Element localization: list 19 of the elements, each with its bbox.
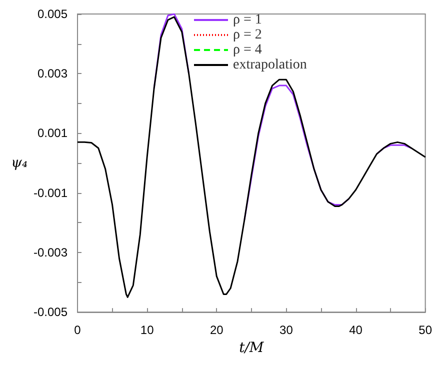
- legend-label: ρ = 4: [233, 42, 262, 58]
- y-tick-label: 0.003: [37, 66, 68, 81]
- line-series: [76, 16, 426, 298]
- x-tick-label: 0: [74, 323, 82, 338]
- x-tick-label: 30: [280, 323, 294, 338]
- x-tick-label: 50: [418, 323, 432, 338]
- legend-label: extrapolation: [233, 58, 307, 72]
- legend-label: ρ = 1: [233, 12, 262, 28]
- y-tick-label: 0.001: [37, 126, 68, 140]
- x-tick-label: 10: [140, 323, 154, 338]
- y-tick-label: -0.001: [33, 186, 68, 200]
- y-tick-label: 0.005: [37, 7, 68, 21]
- x-tick-label: 40: [349, 323, 363, 338]
- y-tick-label: -0.003: [33, 245, 68, 260]
- x-axis-title: t/M: [239, 340, 264, 356]
- legend-label: ρ = 2: [233, 28, 262, 42]
- x-tick-label: 20: [210, 323, 224, 338]
- y-axis-title: ψ₄: [10, 155, 28, 172]
- y-tick-label: -0.005: [33, 305, 68, 320]
